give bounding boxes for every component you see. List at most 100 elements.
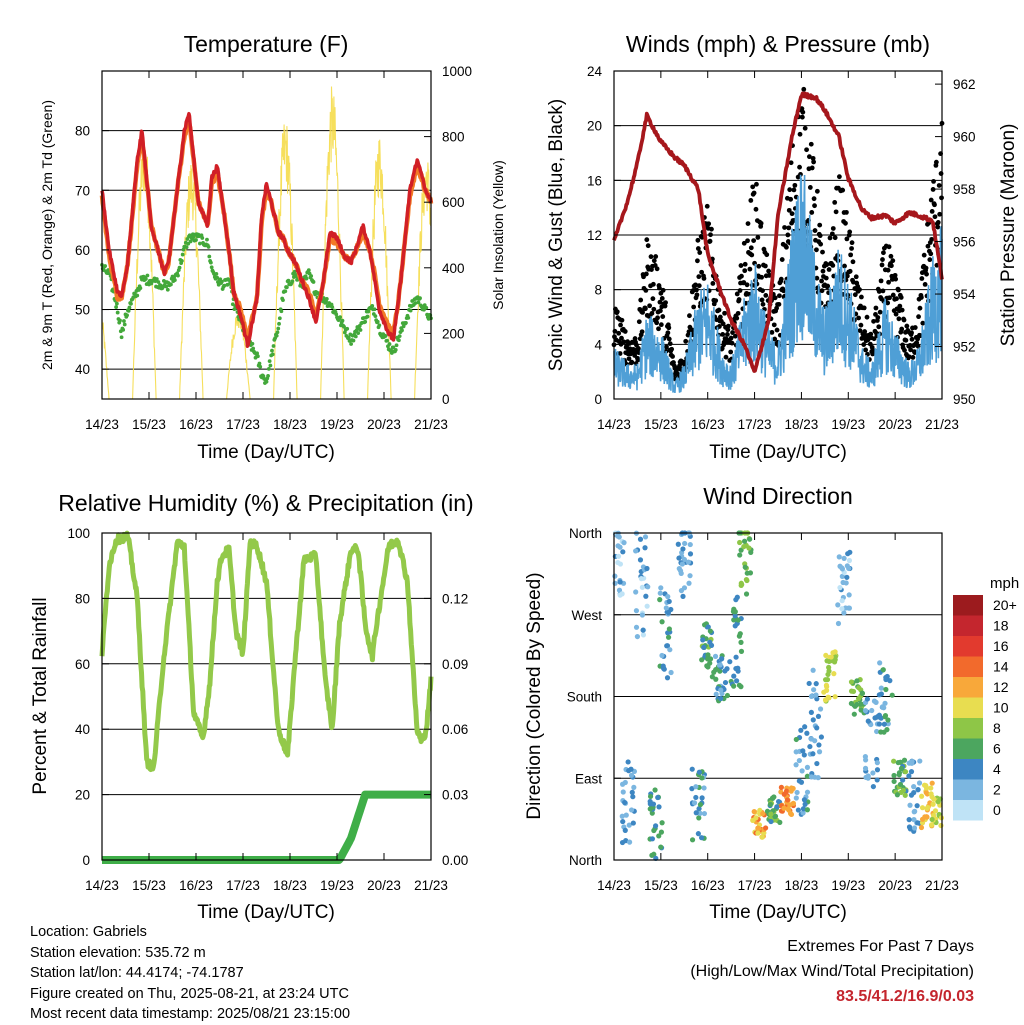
gust-point: [918, 295, 924, 300]
direction-point: [916, 780, 923, 786]
gust-point: [729, 340, 735, 346]
gust-point: [737, 288, 743, 293]
direction-point: [718, 687, 724, 693]
station-location: Location: Gabriels: [30, 924, 147, 940]
direction-point: [759, 834, 765, 840]
gust-point: [861, 305, 867, 311]
gust-point: [844, 236, 850, 242]
direction-point: [651, 851, 657, 857]
dewpoint-point: [122, 322, 127, 327]
gust-point: [901, 317, 907, 323]
gust-point: [820, 249, 825, 255]
direction-point: [633, 624, 640, 630]
y-tick-label-right: 954: [953, 287, 976, 302]
direction-point: [664, 643, 670, 649]
gust-point: [694, 292, 700, 298]
y-tick-label: 20: [75, 788, 90, 803]
direction-point: [743, 577, 750, 583]
dewpoint-point: [165, 287, 170, 292]
direction-point: [697, 801, 704, 808]
gust-point: [929, 236, 935, 242]
direction-point: [623, 812, 629, 818]
direction-point: [620, 549, 626, 555]
gust-point: [797, 164, 802, 170]
dewpoint-point: [103, 264, 108, 268]
gust-point: [749, 252, 755, 258]
extremes-box: Extremes For Past 7 Days (High/Low/Max W…: [690, 934, 974, 1009]
gust-point: [880, 257, 885, 262]
gust-point: [928, 251, 934, 257]
dewpoint-point: [114, 305, 118, 309]
gust-point: [752, 260, 757, 266]
x-tick-label: 21/23: [414, 417, 448, 432]
dewpoint-point: [177, 265, 182, 270]
solar-line: [179, 164, 204, 400]
direction-point: [876, 712, 882, 718]
direction-point: [676, 566, 682, 572]
direction-point: [911, 809, 917, 815]
direction-point: [870, 770, 876, 776]
direction-point: [854, 678, 860, 684]
x-tick-label: 16/23: [179, 417, 213, 432]
gust-point: [781, 288, 787, 294]
gust-point: [848, 252, 854, 258]
gust-point: [868, 331, 874, 337]
gust-point: [635, 357, 641, 363]
gust-point: [797, 131, 803, 137]
gust-point: [725, 327, 731, 333]
dewpoint-point: [311, 280, 316, 284]
gust-point: [695, 237, 701, 243]
temperature-x-ticks: 14/23 15/23 16/23 17/23 18/23 19/23 20/23 21/23: [85, 71, 448, 432]
dewpoint-point: [250, 341, 255, 346]
gust-point: [876, 289, 882, 294]
gust-point: [730, 330, 735, 335]
extremes-heading: Extremes For Past 7 Days: [787, 938, 974, 955]
direction-point: [878, 691, 884, 697]
direction-point: [793, 795, 799, 801]
dewpoint-point: [324, 297, 329, 301]
gust-point: [637, 336, 643, 342]
legend-swatch: [953, 677, 983, 698]
gust-point: [824, 262, 830, 268]
precip-line: [99, 790, 434, 864]
direction-point: [830, 650, 836, 656]
gust-point: [928, 197, 934, 203]
gust-point: [650, 281, 656, 287]
y-tick-label: 60: [75, 243, 90, 258]
gust-point: [666, 336, 672, 342]
gust-point: [864, 314, 870, 320]
gust-point: [657, 299, 663, 305]
direction-point: [865, 718, 871, 724]
gust-point: [669, 346, 675, 352]
gust-point: [651, 258, 657, 264]
dewpoint-point: [356, 331, 361, 336]
gust-point: [683, 338, 689, 344]
direction-point: [781, 791, 787, 797]
solar-line: [101, 318, 110, 400]
direction-point: [794, 789, 800, 796]
gust-point: [728, 335, 734, 341]
direction-point: [626, 768, 632, 774]
direction-point: [719, 656, 725, 662]
legend-swatch: [953, 738, 983, 759]
direction-point: [831, 671, 837, 677]
direction-point: [798, 727, 804, 733]
gust-point: [735, 310, 741, 316]
y-tick-label-right: 962: [953, 77, 976, 92]
gust-point: [833, 209, 839, 215]
direction-point: [675, 541, 681, 547]
direction-point: [804, 807, 811, 813]
gust-point: [844, 209, 849, 215]
direction-point: [658, 829, 665, 835]
gust-point: [771, 322, 777, 328]
gust-point: [931, 179, 936, 184]
dewpoint-point: [275, 330, 280, 335]
direction-point: [898, 765, 905, 772]
direction-point: [681, 585, 688, 591]
direction-point: [879, 704, 886, 710]
direction-point: [885, 721, 891, 727]
gust-point: [817, 233, 823, 239]
direction-point: [620, 789, 626, 795]
gust-point: [814, 275, 820, 281]
y-tick-label: 70: [75, 183, 90, 198]
